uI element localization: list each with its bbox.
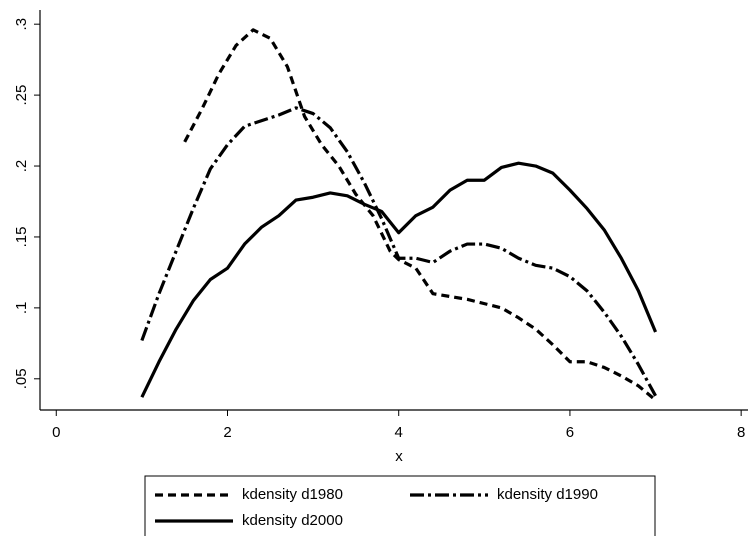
y-tick-label: .05 (13, 368, 30, 389)
x-tick-label: 2 (223, 424, 231, 441)
y-tick-label: .15 (13, 227, 30, 248)
legend-label: kdensity d1990 (497, 486, 598, 503)
line-series (140, 161, 658, 398)
line-series (140, 106, 657, 397)
x-tick-label: 8 (737, 424, 745, 441)
y-tick-label: .3 (13, 18, 30, 31)
y-tick-label: .2 (13, 160, 30, 173)
x-tick-label: 4 (395, 424, 403, 441)
y-tick-label: .1 (13, 302, 30, 315)
y-tick-label: .25 (13, 85, 30, 106)
x-tick-label: 0 (52, 424, 60, 441)
line-series (183, 28, 657, 402)
legend-label: kdensity d2000 (242, 512, 343, 529)
x-axis-label: x (395, 448, 403, 465)
x-tick-label: 6 (566, 424, 574, 441)
legend (144, 475, 656, 536)
legend-label: kdensity d1980 (242, 486, 343, 503)
